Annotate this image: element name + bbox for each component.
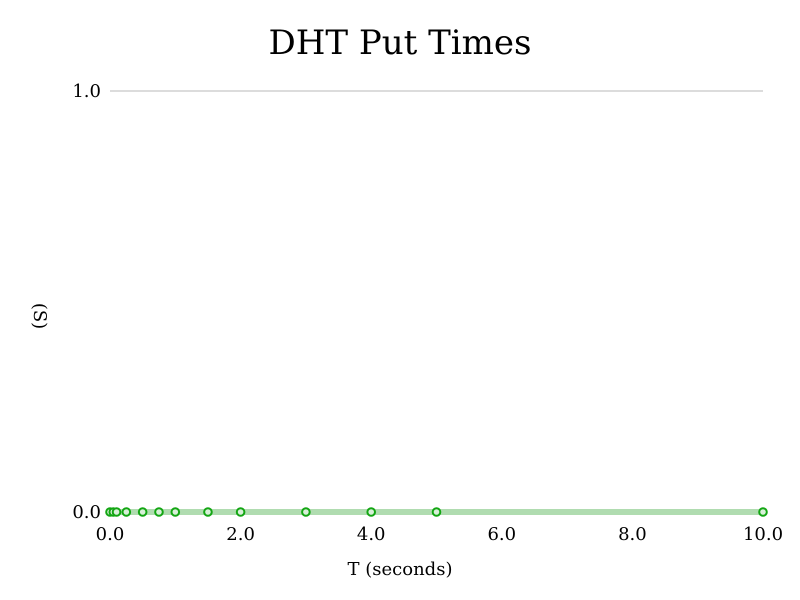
chart-title: DHT Put Times — [268, 23, 531, 63]
data-point — [203, 507, 213, 517]
data-point — [137, 507, 148, 517]
data-point — [235, 507, 246, 517]
y-tick-label: 0.0 — [72, 502, 101, 523]
data-point — [121, 507, 132, 517]
x-tick-label: 10.0 — [743, 524, 783, 545]
data-point — [301, 507, 311, 517]
x-tick-label: 6.0 — [487, 524, 516, 545]
x-tick-label: 4.0 — [357, 524, 386, 545]
y-axis-label: (S) — [29, 303, 50, 329]
series-layer — [105, 507, 768, 517]
data-point — [431, 507, 442, 517]
x-axis-label: T (seconds) — [348, 559, 453, 580]
y-tick-label: 1.0 — [72, 81, 101, 102]
x-tick-label: 2.0 — [226, 524, 255, 545]
y-axis-ticks: 0.0 1.0 — [72, 81, 101, 523]
data-point — [111, 507, 122, 517]
data-point — [366, 507, 377, 517]
x-tick-label: 8.0 — [618, 524, 647, 545]
x-axis-ticks: 0.0 2.0 4.0 6.0 8.0 10.0 — [96, 524, 783, 545]
x-tick-label: 0.0 — [96, 524, 125, 545]
data-point — [758, 507, 768, 517]
data-point — [154, 507, 164, 517]
data-point — [170, 507, 181, 517]
